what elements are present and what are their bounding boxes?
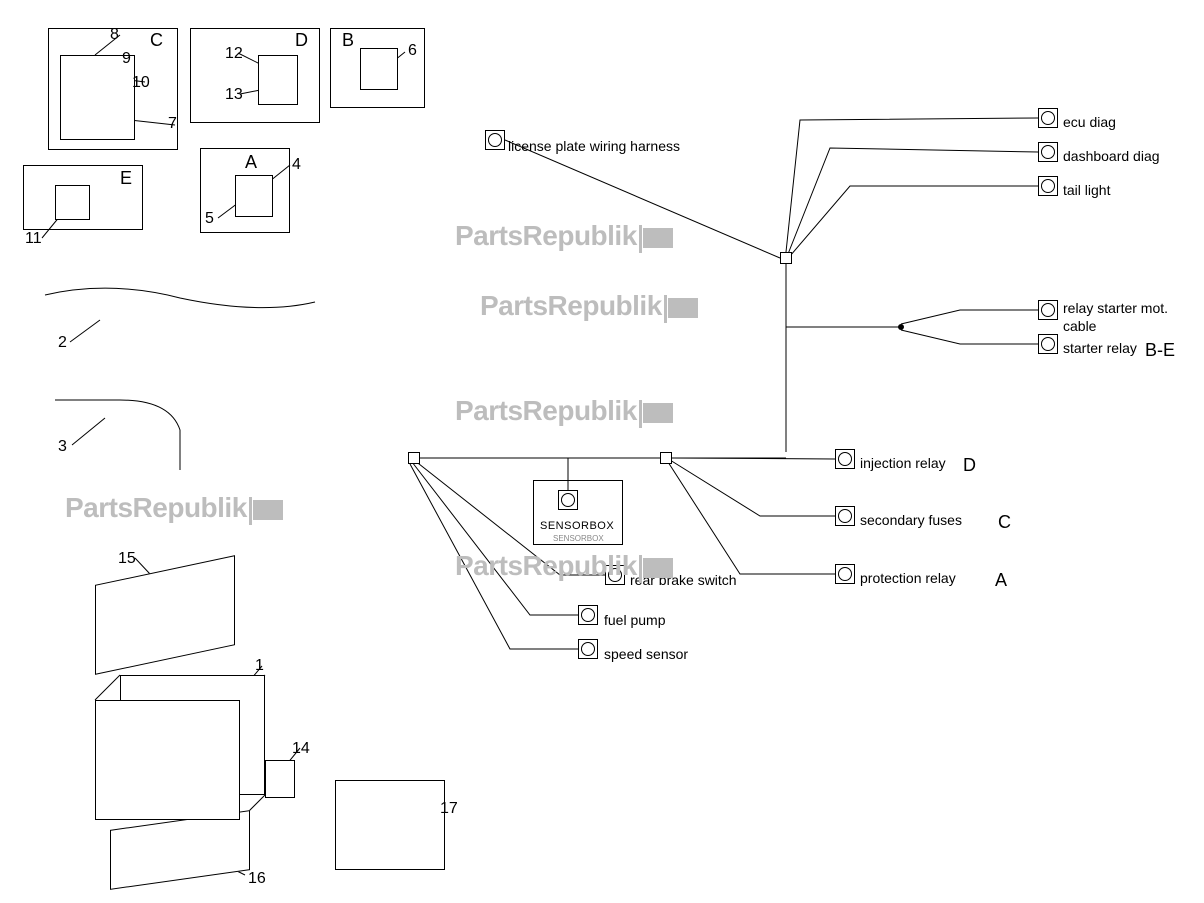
wiring-label-rear_brake: rear brake switch <box>630 572 737 588</box>
watermark-text: PartsRepublik <box>65 492 247 523</box>
flag-icon <box>643 228 673 248</box>
callout-number-9: 9 <box>122 50 131 68</box>
connector-relay_starter <box>1038 300 1058 320</box>
watermark-text: PartsRepublik <box>455 220 637 251</box>
sensorbox-frame <box>533 480 623 545</box>
node-right_branch <box>898 324 904 330</box>
connector-tail_light <box>1038 176 1058 196</box>
wiring-label-relay_starter: relay starter mot. <box>1063 300 1168 316</box>
part-relay_E <box>55 185 90 220</box>
part-clip14 <box>265 760 295 798</box>
callout-number-13: 13 <box>225 86 243 104</box>
connector-ecu_diag <box>1038 108 1058 128</box>
watermark-2: PartsRepublik <box>65 492 283 524</box>
callout-number-7: 7 <box>168 115 177 133</box>
junction-top <box>780 252 792 264</box>
letter-ref-BE_ref: B-E <box>1145 340 1175 361</box>
callout-number-12: 12 <box>225 45 243 63</box>
callout-number-6: 6 <box>408 42 417 60</box>
connector-license_plate <box>485 130 505 150</box>
callout-number-8: 8 <box>110 26 119 44</box>
wiring-label-starter_relay: starter relay <box>1063 340 1137 356</box>
wiring-label-license_plate: license plate wiring harness <box>508 138 680 154</box>
wiring-label-ecu_diag: ecu diag <box>1063 114 1116 130</box>
callout-number-11: 11 <box>25 230 42 248</box>
flag-icon <box>253 500 283 520</box>
component-letter-a: A <box>245 152 257 173</box>
watermark-4: PartsRepublik <box>480 290 698 322</box>
watermark-1: PartsRepublik <box>455 395 673 427</box>
wiring-label-speed_sensor: speed sensor <box>604 646 688 662</box>
part-relay_D <box>258 55 298 105</box>
callout-number-10: 10 <box>132 74 150 92</box>
part-relay_A <box>235 175 273 217</box>
watermark-text: PartsRepublik <box>455 395 637 426</box>
watermark-text: PartsRepublik <box>480 290 662 321</box>
callout-number-2: 2 <box>58 334 67 352</box>
wiring-label-secondary_fuses: secondary fuses <box>860 512 962 528</box>
junction-mid <box>660 452 672 464</box>
connector-dashboard_diag <box>1038 142 1058 162</box>
callout-number-15: 15 <box>118 550 136 568</box>
component-letter-d: D <box>295 30 308 51</box>
connector-secondary_fuses <box>835 506 855 526</box>
part-ring17_box <box>335 780 445 870</box>
flag-icon <box>668 298 698 318</box>
callout-number-1: 1 <box>255 657 264 675</box>
part-relay_B <box>360 48 398 90</box>
connector-rear_brake <box>605 565 625 585</box>
watermark-0: PartsRepublik <box>455 220 673 252</box>
flag-icon <box>643 403 673 423</box>
junction-left <box>408 452 420 464</box>
component-letter-b: B <box>342 30 354 51</box>
wiring-label-dashboard_diag: dashboard diag <box>1063 148 1160 164</box>
callout-number-16: 16 <box>248 870 266 888</box>
callout-number-17: 17 <box>440 800 458 818</box>
connector-protection_relay <box>835 564 855 584</box>
connector-speed_sensor <box>578 639 598 659</box>
part-plate15 <box>95 555 235 675</box>
part-battery <box>95 700 240 820</box>
wiring-label-injection_relay: injection relay <box>860 455 946 471</box>
connector-fuel_pump <box>578 605 598 625</box>
connector-starter_relay <box>1038 334 1058 354</box>
letter-ref-D_ref: D <box>963 455 976 476</box>
callout-number-4: 4 <box>292 156 301 174</box>
callout-number-14: 14 <box>292 740 310 758</box>
wiring-label-tail_light: tail light <box>1063 182 1110 198</box>
wiring-label-cable: cable <box>1063 318 1096 334</box>
wiring-label-fuel_pump: fuel pump <box>604 612 665 628</box>
letter-ref-C_ref: C <box>998 512 1011 533</box>
callout-number-5: 5 <box>205 210 214 228</box>
component-letter-c: C <box>150 30 163 51</box>
connector-injection_relay <box>835 449 855 469</box>
part-plate16 <box>110 810 250 890</box>
component-letter-e: E <box>120 168 132 189</box>
wiring-label-protection_relay: protection relay <box>860 570 956 586</box>
letter-ref-A_ref: A <box>995 570 1007 591</box>
callout-number-3: 3 <box>58 438 67 456</box>
